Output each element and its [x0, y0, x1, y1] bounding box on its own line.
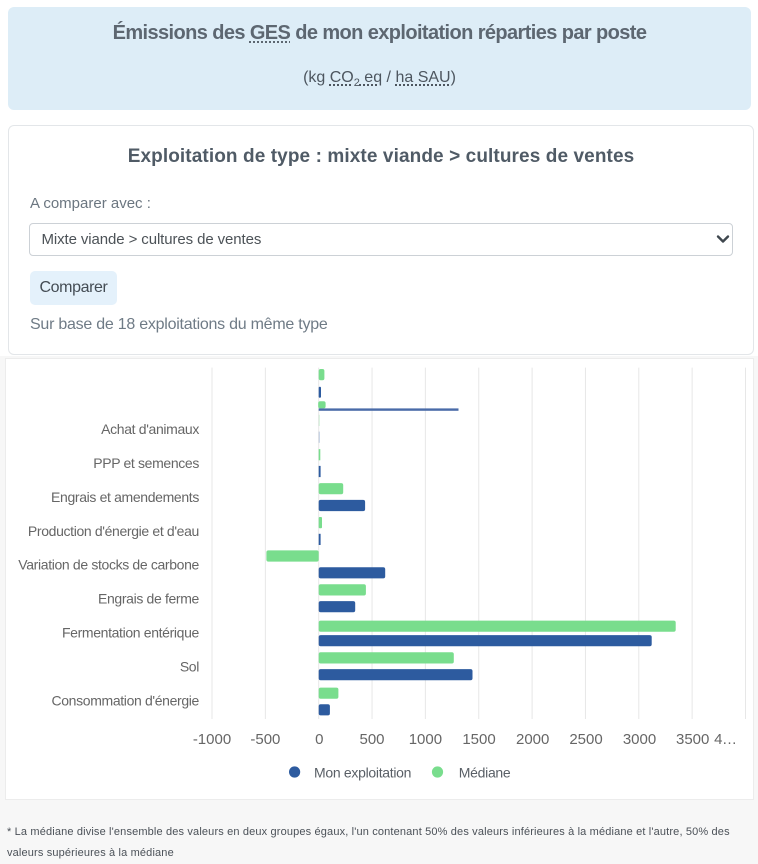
svg-text:3000: 3000: [623, 731, 656, 748]
svg-text:Mon exploitation: Mon exploitation: [314, 765, 411, 781]
svg-text:1000: 1000: [409, 731, 442, 748]
svg-text:PPP et semences: PPP et semences: [93, 455, 199, 471]
svg-text:Fermentation entérique: Fermentation entérique: [62, 624, 200, 640]
svg-text:-1000: -1000: [193, 731, 231, 748]
svg-text:2500: 2500: [569, 731, 602, 748]
svg-text:Engrais et amendements: Engrais et amendements: [51, 489, 199, 505]
svg-text:4…: 4…: [714, 731, 736, 748]
svg-text:Sol: Sol: [180, 658, 199, 674]
svg-text:Production d'énergie et d'eau: Production d'énergie et d'eau: [28, 523, 199, 539]
svg-text:-500: -500: [250, 731, 280, 748]
svg-text:2000: 2000: [516, 731, 549, 748]
svg-text:Consommation d'énergie: Consommation d'énergie: [51, 692, 199, 708]
svg-text:3500: 3500: [676, 731, 709, 748]
svg-text:Engrais de ferme: Engrais de ferme: [98, 590, 200, 606]
svg-text:0: 0: [315, 731, 323, 748]
svg-text:Variation de stocks de carbone: Variation de stocks de carbone: [18, 557, 199, 573]
svg-text:Achat d'animaux: Achat d'animaux: [101, 421, 199, 437]
svg-text:Médiane: Médiane: [459, 765, 511, 781]
svg-text:1500: 1500: [462, 731, 495, 748]
svg-text:500: 500: [359, 731, 384, 748]
